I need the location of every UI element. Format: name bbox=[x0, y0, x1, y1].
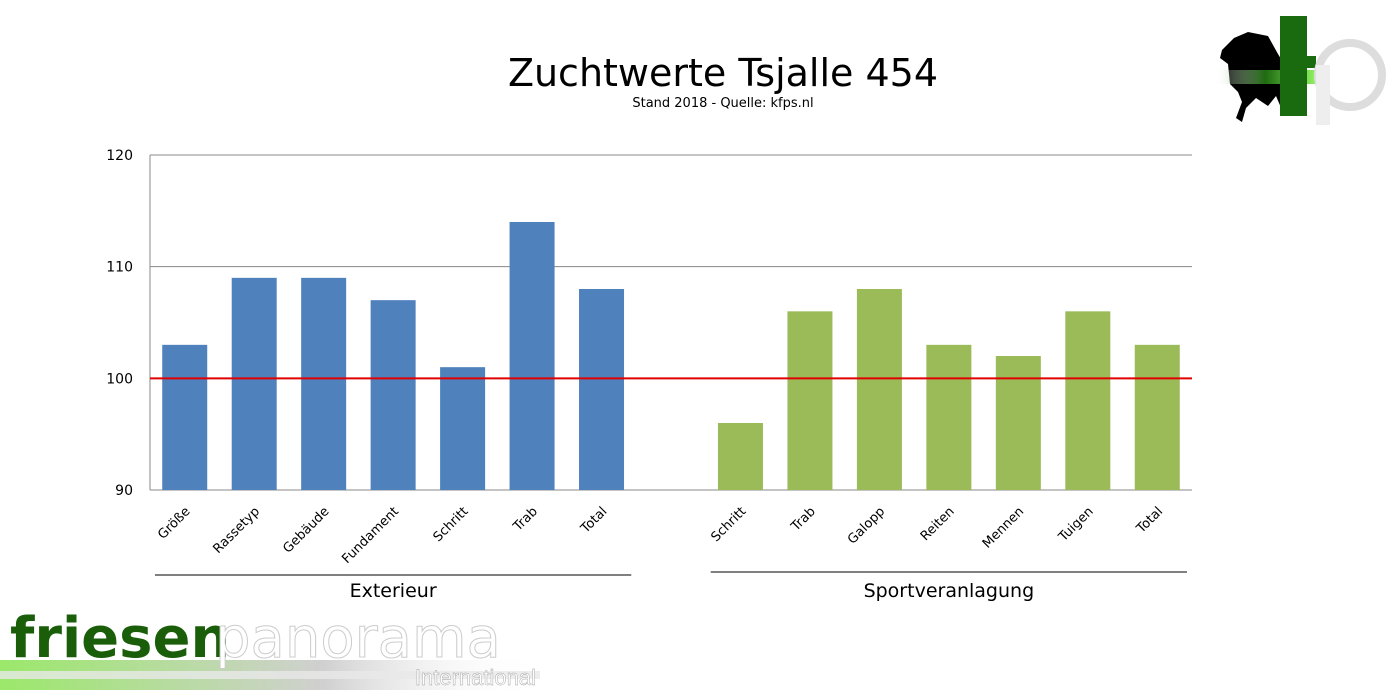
svg-text:International: International bbox=[415, 665, 536, 690]
kfp-horse-logo bbox=[1215, 16, 1386, 125]
bar-trab bbox=[509, 222, 555, 490]
x-tick-label: Mennen bbox=[980, 504, 1027, 551]
x-tick-label: Tuigen bbox=[1055, 504, 1096, 545]
x-tick-label: Galopp bbox=[845, 504, 888, 547]
x-tick-label: Total bbox=[578, 504, 611, 537]
group-label: Exterieur bbox=[350, 580, 437, 602]
x-tick-label: Rassetyp bbox=[210, 504, 263, 557]
bar-schritt bbox=[717, 423, 763, 490]
bar-reiten bbox=[926, 344, 972, 490]
bar-gebäude bbox=[301, 277, 347, 490]
y-tick-label: 120 bbox=[106, 148, 133, 164]
bar-mennen bbox=[995, 356, 1041, 490]
y-tick-label: 90 bbox=[115, 483, 133, 499]
y-tick-label: 110 bbox=[106, 260, 133, 276]
x-tick-label: Total bbox=[1133, 504, 1166, 537]
x-tick-label: Trab bbox=[510, 504, 541, 535]
bar-trab bbox=[787, 311, 833, 490]
bar-tuigen bbox=[1065, 311, 1111, 490]
group-label: Sportveranlagung bbox=[864, 580, 1035, 602]
friesenpanorama-logo: friesen panorama International bbox=[0, 606, 540, 690]
x-tick-label: Gebäude bbox=[280, 504, 332, 556]
bar-fundament bbox=[370, 300, 416, 490]
x-tick-label: Schritt bbox=[708, 504, 749, 545]
svg-text:friesen: friesen bbox=[10, 606, 230, 671]
chart-title: Zuchtwerte Tsjalle 454 bbox=[508, 51, 938, 95]
svg-text:panorama: panorama bbox=[215, 606, 501, 671]
bar-rassetyp bbox=[231, 277, 277, 490]
bar-total bbox=[1134, 344, 1180, 490]
chart-subtitle: Stand 2018 - Quelle: kfps.nl bbox=[632, 96, 813, 111]
x-tick-label: Reiten bbox=[918, 504, 958, 544]
x-tick-label: Schritt bbox=[431, 504, 472, 545]
x-tick-label: Größe bbox=[155, 504, 193, 542]
bar-total bbox=[579, 289, 625, 490]
y-tick-label: 100 bbox=[106, 371, 133, 387]
bar-galopp bbox=[856, 289, 902, 490]
x-tick-label: Fundament bbox=[339, 504, 402, 567]
x-tick-label: Trab bbox=[788, 504, 819, 535]
bar-schritt bbox=[440, 367, 486, 490]
bar-größe bbox=[162, 344, 208, 490]
